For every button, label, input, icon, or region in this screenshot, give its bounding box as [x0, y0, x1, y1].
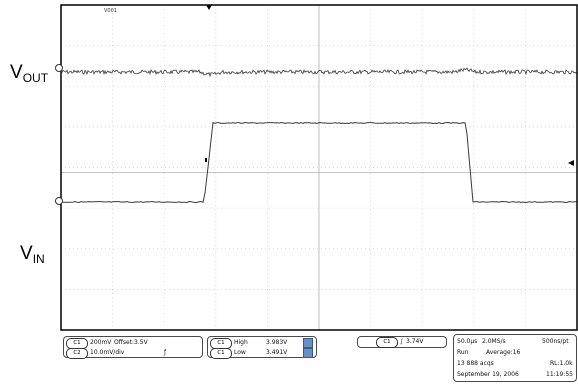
record-length: RL:1.0k — [550, 360, 573, 367]
run-state: Run — [457, 349, 469, 356]
measurement-1-stats-icon[interactable] — [303, 338, 313, 348]
measurement-box[interactable]: C1 High 3.983V C1 Low 3.491V — [207, 336, 317, 359]
trigger-channel-chip[interactable]: C1 — [376, 337, 398, 348]
measurement-1-value: 3.983V — [266, 339, 288, 346]
measurement-2-chip[interactable]: C1 — [210, 348, 232, 359]
scope-grid — [61, 5, 577, 330]
vout-ref-marker — [55, 64, 63, 72]
bandwidth-icon: ƒ — [164, 349, 167, 356]
date: September 19, 2006 — [457, 371, 519, 378]
measurement-2-stats-icon[interactable] — [303, 348, 313, 358]
trigger-level: 3.74V — [406, 338, 424, 345]
vin-label-main: V — [20, 243, 33, 264]
vout-trace — [60, 67, 578, 78]
trigger-position-marker — [206, 5, 212, 10]
trigger-level-marker — [568, 160, 574, 166]
channel-1-offset: Offset:3.5V — [114, 339, 148, 346]
trigger-edge-icon: ∫ — [400, 338, 404, 345]
resolution: 500ns/pt — [542, 338, 569, 345]
scope-frame — [60, 4, 578, 331]
measurement-2-value: 3.491V — [266, 349, 288, 356]
measurement-1-name: High — [234, 339, 248, 346]
measurement-2-name: Low — [234, 349, 246, 356]
time: 11:19:55 — [546, 371, 573, 378]
trigger-readout-box[interactable]: C1 ∫ 3.74V — [357, 336, 447, 348]
scope-traces — [60, 67, 578, 204]
channel-2-chip[interactable]: C2 — [66, 348, 88, 359]
status-bar: C1 200mV Offset:3.5V C2 10.0mV/div ƒ C1 … — [61, 334, 577, 384]
acquisition-box[interactable]: 50.0µs 2.0MS/s 500ns/pt Run Average:16 1… — [453, 334, 577, 382]
vout-label-main: V — [10, 62, 23, 83]
acquisition-count: 13 888 acqs — [457, 360, 494, 367]
vin-label-sub: IN — [32, 252, 45, 266]
scope-header-label: V001 — [104, 8, 117, 14]
vin-label: VIN — [20, 243, 45, 266]
channel-readout-box[interactable]: C1 200mV Offset:3.5V C2 10.0mV/div ƒ — [63, 336, 203, 359]
vout-label-sub: OUT — [22, 71, 49, 85]
average-count: Average:16 — [486, 349, 521, 356]
sample-rate: 2.0MS/s — [482, 338, 506, 345]
vout-label: VOUT — [10, 62, 49, 85]
vin-ref-marker — [55, 197, 63, 205]
timebase: 50.0µs — [457, 338, 478, 345]
channel-1-scale: 200mV — [90, 339, 112, 346]
vin-edge-marker — [205, 158, 207, 162]
vin-trace — [60, 121, 578, 204]
channel-2-scale: 10.0mV/div — [90, 349, 125, 356]
